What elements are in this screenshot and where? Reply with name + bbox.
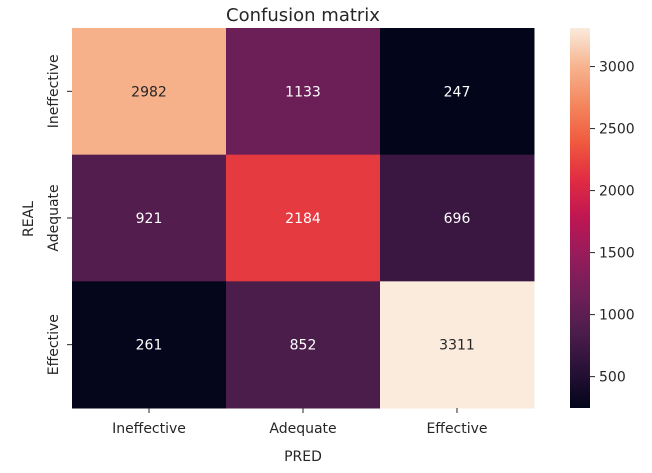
colorbar-ticks: 500 1000 1500 2000 2500 3000 [590,60,635,386]
colorbar-tick-label: 1000 [599,308,635,324]
colorbar-tick-label: 500 [599,370,626,386]
cell-value-label: 852 [290,338,317,354]
cell-value-label: 921 [136,211,163,227]
colorbar-tick-label: 1500 [599,246,635,262]
heatmap-cell [380,281,535,409]
colorbar-tick-label: 2500 [599,122,635,138]
colorbar-tick-label: 3000 [599,60,635,76]
heatmap-cell [226,154,381,282]
heatmap-cell [380,154,535,282]
x-axis-label: PRED [284,449,322,465]
cell-value-label: 247 [444,84,471,100]
x-tick-label: Effective [426,421,487,437]
y-tick-label: Adequate [46,184,62,251]
chart-title: Confusion matrix [226,5,380,26]
cell-value-label: 2982 [131,84,167,100]
y-tick-label: Ineffective [46,54,62,128]
heatmap-cell [72,154,227,282]
y-axis-ticks: Ineffective Adequate Effective [46,54,72,375]
y-tick-label: Effective [46,314,62,375]
heatmap-cell-labels: 2982 1133 247 921 2184 696 261 852 3311 [131,84,475,353]
x-tick-label: Ineffective [112,421,186,437]
y-axis-label: REAL [21,201,37,237]
cell-value-label: 261 [136,338,163,354]
heatmap-cell [72,28,227,156]
heatmap-cell [72,281,227,409]
cell-value-label: 3311 [439,338,475,354]
colorbar-tick-label: 2000 [599,184,635,200]
cell-value-label: 1133 [285,84,321,100]
cell-value-label: 2184 [285,211,321,227]
cell-value-label: 696 [444,211,471,227]
heatmap-cells [72,28,535,409]
x-tick-label: Adequate [269,421,336,437]
x-axis-ticks: Ineffective Adequate Effective [112,408,488,437]
heatmap-cell [226,281,381,409]
heatmap-cell [380,28,535,156]
colorbar [570,28,590,408]
heatmap-cell [226,28,381,156]
